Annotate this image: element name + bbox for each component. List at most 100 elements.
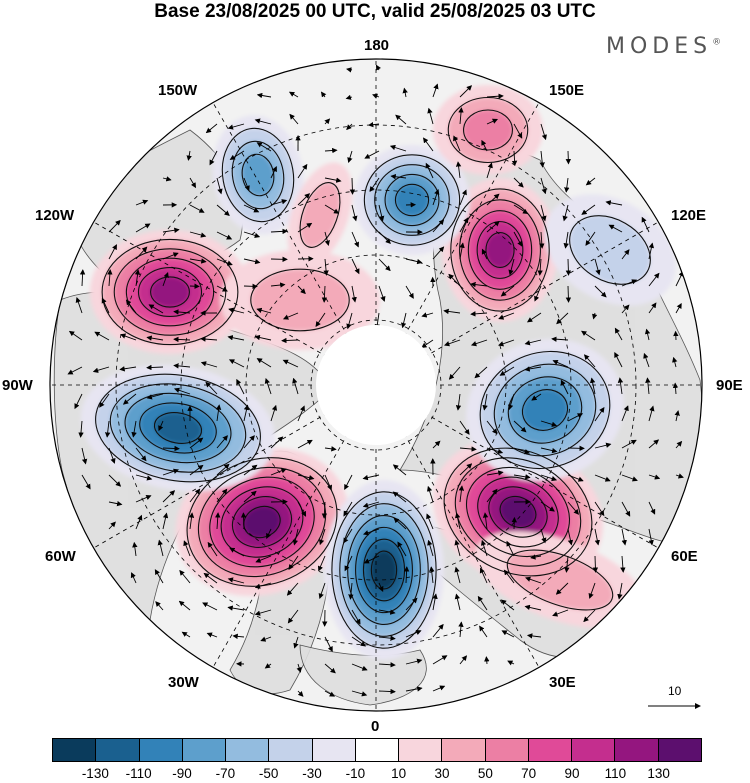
wind-arrow [643, 352, 650, 368]
streamline-contour [370, 550, 398, 590]
wind-arrow [486, 93, 504, 99]
streamline-contour [250, 268, 350, 332]
lon-label-120w: 120W [35, 207, 75, 224]
wind-arrow [672, 356, 678, 368]
wind-arrow [551, 336, 569, 342]
wind-arrow [227, 335, 245, 341]
wind-arrow [540, 447, 558, 454]
streamline-contour [394, 183, 430, 217]
streamline-contour [153, 412, 203, 444]
wind-arrow [455, 161, 462, 179]
wind-arrow [364, 150, 380, 159]
wind-arrow [378, 285, 386, 302]
wind-arrow [215, 404, 222, 422]
wind-arrow [293, 636, 299, 649]
wind-arrow [255, 555, 272, 563]
wind-arrow [458, 621, 464, 638]
colorbar-swatch [399, 739, 443, 761]
wind-vectors [67, 64, 684, 697]
wind-arrow [427, 539, 434, 557]
wind-arrow [321, 501, 328, 519]
wind-arrow [297, 501, 307, 517]
wind-arrow [448, 273, 461, 287]
streamline-contour [197, 466, 327, 578]
wind-arrow [405, 285, 414, 299]
wind-arrow [243, 464, 258, 476]
streamline-contour [231, 496, 293, 548]
wind-arrow [479, 567, 488, 584]
colorbar-swatch [485, 739, 529, 761]
streamline-contour [150, 276, 190, 308]
wind-arrow [378, 258, 391, 272]
wind-arrow [432, 685, 446, 692]
wind-arrow [183, 540, 191, 557]
meridian-line [375, 384, 659, 549]
wind-arrow [173, 336, 191, 343]
wind-arrow [425, 162, 434, 179]
wind-arrow [486, 118, 498, 125]
wind-arrow [122, 393, 137, 405]
wind-arrow [232, 633, 245, 640]
wind-arrow [162, 272, 169, 287]
wind-arrow [405, 658, 423, 665]
wind-arrow [270, 282, 286, 288]
wind-arrow [589, 377, 596, 395]
wind-arrow [621, 439, 637, 449]
wind-arrow [454, 512, 461, 530]
wind-arrow [74, 393, 83, 410]
wind-arrow [513, 474, 531, 480]
positive-anomaly-level [150, 276, 190, 308]
registered-mark: ® [712, 37, 722, 48]
modes-logo: MODES® [606, 34, 721, 59]
wind-arrow [614, 327, 623, 341]
wind-arrow [119, 366, 137, 372]
colorbar-swatch [269, 739, 313, 761]
wind-arrow [648, 302, 657, 314]
wind-arrow [672, 382, 679, 395]
streamline-contour [125, 257, 215, 327]
brand-name: MODES [606, 34, 713, 59]
wind-arrow [351, 690, 368, 697]
streamline-contour [479, 350, 611, 470]
wind-arrow [107, 269, 113, 287]
wind-arrow [397, 541, 407, 557]
streamline-contour [477, 476, 559, 548]
wind-arrow [351, 204, 358, 222]
colorbar-tick-label: -70 [215, 766, 236, 781]
wind-arrow [501, 630, 515, 638]
wind-arrow [146, 364, 164, 371]
wind-arrow [486, 193, 500, 206]
wind-arrow [455, 393, 462, 411]
wind-arrow [402, 87, 408, 98]
wind-arrow [351, 609, 361, 625]
wind-arrow [287, 609, 299, 624]
reference-vector-label: 10 [668, 684, 682, 698]
wind-arrow [513, 447, 531, 455]
wind-arrow [264, 377, 272, 395]
wind-arrow [270, 436, 284, 449]
streamline-contour [124, 392, 232, 464]
wind-arrow [481, 248, 488, 260]
wind-arrow [648, 501, 656, 515]
wind-arrow [617, 582, 623, 600]
wind-arrow [641, 216, 650, 233]
colorbar-ticks: -130 -110 -90 -70 -50 -30 -10 10 30 50 70 90 110 130 [52, 766, 702, 783]
wind-arrow [189, 437, 204, 449]
colorbar-tick-label: 30 [434, 766, 450, 781]
wind-arrow [286, 582, 299, 596]
wind-arrow [254, 334, 272, 341]
polar-map [49, 58, 703, 712]
wind-arrow [324, 690, 336, 697]
wind-arrow [583, 609, 596, 623]
wind-arrow [395, 114, 407, 125]
wind-arrow [270, 468, 287, 476]
wind-arrow [459, 189, 467, 206]
wind-arrow [458, 107, 464, 125]
wind-arrow [378, 688, 396, 695]
streamline-contour [506, 549, 614, 611]
wind-arrow [594, 285, 607, 298]
wind-arrow [202, 602, 218, 611]
wind-arrow [240, 512, 247, 530]
streamline-contour [331, 491, 437, 649]
wind-arrow [189, 488, 201, 503]
